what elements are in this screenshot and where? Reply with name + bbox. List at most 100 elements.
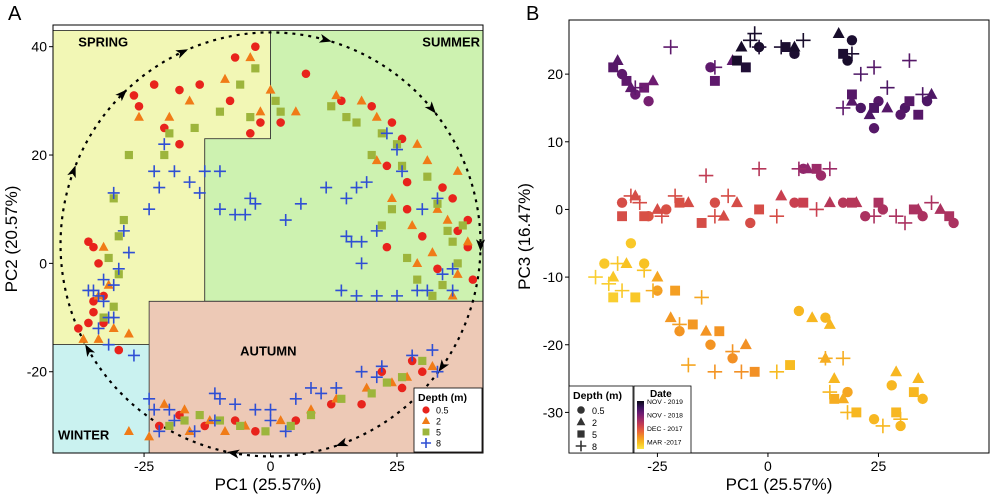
point-depth-8 [725, 344, 740, 359]
region-labels: SPRING SUMMER AUTUMN WINTER [58, 35, 481, 443]
point-depth-0.5 [846, 35, 858, 46]
point-depth-8 [264, 414, 277, 427]
point-depth-8 [168, 414, 181, 427]
point-depth-8 [818, 351, 833, 366]
point-depth-8 [822, 161, 838, 177]
point-depth-0.5 [73, 324, 83, 333]
point-depth-8 [431, 365, 444, 378]
point-depth-8 [390, 143, 404, 156]
point-depth-8 [239, 208, 252, 221]
point-depth-8 [127, 349, 140, 362]
point-depth-0.5 [599, 258, 610, 269]
point-depth-0.5 [84, 237, 93, 247]
point-depth-8 [97, 295, 110, 308]
legend-title: Depth (m) [573, 390, 622, 402]
point-depth-0.5 [868, 123, 880, 134]
point-depth-0.5 [230, 53, 240, 62]
cycle-arrowhead [67, 165, 76, 179]
point-depth-5 [382, 378, 391, 387]
point-depth-5 [251, 64, 260, 73]
point-depth-5 [236, 421, 245, 430]
point-depth-2 [220, 73, 230, 83]
point-depth-5 [236, 80, 245, 89]
point-depth-8 [229, 398, 242, 411]
point-depth-2 [611, 54, 624, 66]
point-depth-2 [159, 398, 170, 408]
point-depth-8 [796, 33, 811, 48]
point-depth-8 [289, 392, 302, 405]
point-depth-2 [144, 431, 155, 441]
point-depth-8 [188, 425, 201, 438]
point-depth-0.5 [134, 101, 144, 111]
point-depth-2 [863, 108, 876, 120]
point-depth-0.5 [387, 118, 397, 127]
point-depth-8 [915, 87, 930, 102]
point-depth-8 [426, 344, 439, 357]
point-depth-2 [620, 257, 633, 268]
point-depth-8 [707, 208, 723, 224]
point-depth-8 [411, 284, 424, 297]
point-depth-2 [881, 101, 894, 113]
point-depth-8 [244, 192, 257, 205]
point-depth-2 [123, 328, 134, 338]
panel-a-label: A [8, 3, 22, 25]
panel-b-points [588, 26, 959, 434]
point-depth-8 [107, 279, 120, 292]
point-depth-8 [208, 414, 221, 427]
x-tick-label: 25 [389, 458, 405, 474]
point-depth-0.5 [433, 264, 442, 274]
point-depth-2 [647, 74, 659, 86]
point-depth-8 [610, 256, 625, 271]
x-tick-label: 0 [267, 458, 275, 474]
point-depth-2 [331, 90, 342, 100]
legend-marker-5 [422, 428, 430, 436]
point-depth-2 [204, 415, 215, 425]
point-depth-2 [717, 209, 730, 221]
point-depth-8 [213, 392, 226, 405]
point-depth-0.5 [256, 118, 265, 127]
point-depth-2 [432, 203, 443, 213]
legend-entry: 5 [592, 430, 597, 440]
point-depth-2 [412, 138, 423, 148]
x-tick-label: -25 [647, 458, 667, 474]
point-depth-8 [330, 381, 343, 395]
point-depth-8 [117, 224, 130, 237]
point-depth-8 [370, 289, 383, 302]
point-depth-5 [190, 123, 199, 133]
point-depth-8 [345, 235, 358, 248]
point-depth-8 [835, 351, 851, 366]
y-tick-label: 0 [39, 255, 47, 271]
point-depth-2 [103, 279, 114, 289]
point-depth-0.5 [625, 238, 637, 249]
point-depth-0.5 [709, 197, 721, 208]
x-tick-label: 25 [871, 458, 887, 474]
point-depth-5 [847, 197, 857, 208]
point-depth-5 [891, 407, 902, 418]
point-depth-2 [735, 40, 748, 52]
point-depth-2 [371, 111, 382, 121]
cycle-arrowhead [227, 449, 240, 459]
point-depth-8 [264, 403, 277, 416]
point-depth-0.5 [468, 275, 478, 284]
point-depth-8 [866, 60, 882, 75]
point-depth-2 [823, 317, 836, 329]
point-depth-0.5 [448, 194, 457, 203]
point-depth-8 [840, 405, 855, 420]
point-depth-8 [698, 168, 714, 183]
point-depth-8 [897, 215, 913, 231]
point-depth-8 [844, 46, 860, 62]
point-depth-8 [107, 186, 120, 199]
point-depth-5 [869, 103, 879, 113]
point-depth-8 [279, 214, 292, 227]
point-depth-8 [707, 364, 723, 380]
y-tick-label: -20 [27, 364, 47, 380]
point-depth-0.5 [367, 101, 377, 111]
point-depth-5 [195, 410, 204, 420]
point-depth-5 [413, 275, 422, 284]
point-depth-0.5 [837, 197, 849, 208]
panel-b-depth-legend: Depth (m) 0.5 2 5 8 [568, 385, 634, 454]
point-depth-5 [639, 82, 650, 93]
point-depth-0.5 [820, 312, 831, 323]
x-axis-label: PC1 (25.57%) [726, 475, 833, 494]
